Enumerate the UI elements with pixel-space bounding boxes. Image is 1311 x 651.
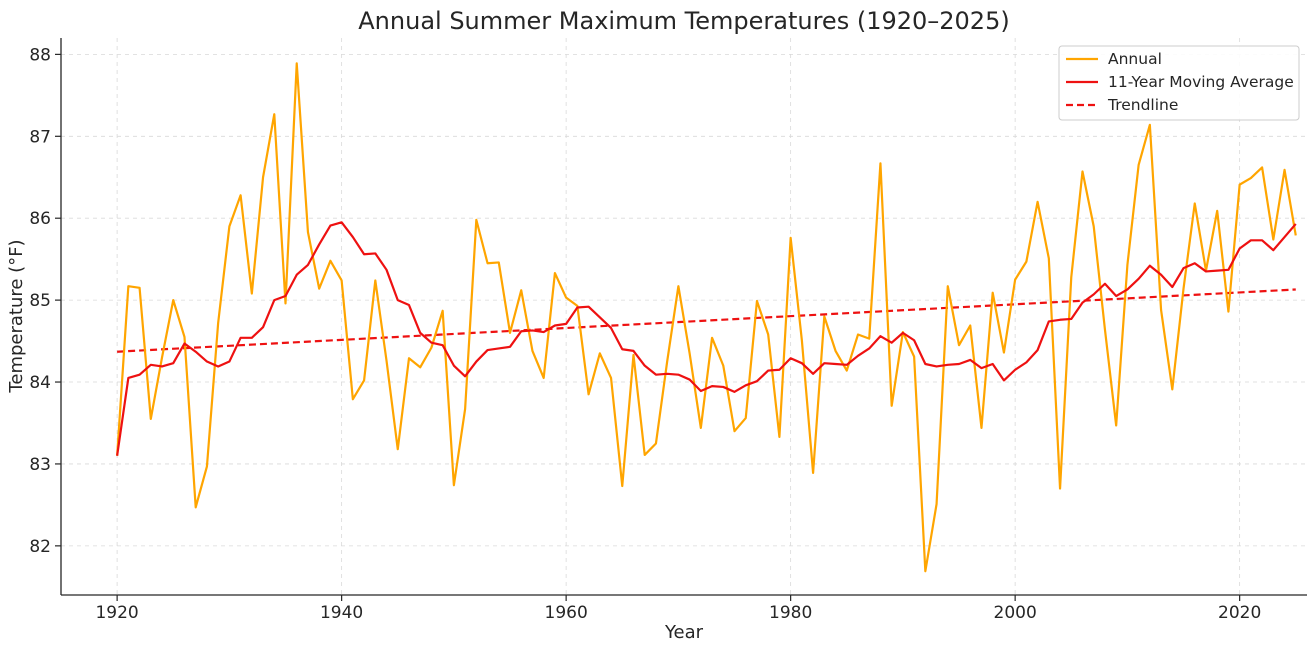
x-axis-label: Year <box>664 622 704 643</box>
y-tick-label: 88 <box>29 45 51 65</box>
trendline-series-line <box>117 288 1296 353</box>
y-tick-label: 86 <box>29 209 51 229</box>
axes <box>60 38 1307 596</box>
legend-label-annual: Annual <box>1108 50 1162 68</box>
x-ticks: 1920 1940 1960 1980 2000 2020 <box>95 595 1261 623</box>
x-tick-label: 2000 <box>994 603 1037 623</box>
y-tick-label: 84 <box>29 373 51 393</box>
y-axis-label: Temperature (°F) <box>6 239 27 393</box>
legend-label-trendline: Trendline <box>1107 96 1178 114</box>
y-tick-label: 87 <box>29 127 51 147</box>
legend-label-moving-average: 11-Year Moving Average <box>1108 73 1294 91</box>
x-tick-label: 1920 <box>95 603 138 623</box>
annual-series-line <box>116 62 1297 573</box>
legend-box <box>1058 45 1300 121</box>
x-tick-label: 2020 <box>1218 603 1261 623</box>
x-tick-label: 1960 <box>545 603 588 623</box>
moving-average-series-line <box>116 221 1297 456</box>
chart-title: Annual Summer Maximum Temperatures (1920… <box>358 7 1009 35</box>
y-tick-label: 82 <box>29 537 51 557</box>
y-tick-label: 83 <box>29 455 51 475</box>
grid <box>61 38 1307 595</box>
x-tick-label: 1940 <box>320 603 363 623</box>
x-tick-label: 1980 <box>769 603 812 623</box>
series-layer <box>116 62 1297 573</box>
legend: Annual 11-Year Moving Average Trendline <box>1058 45 1300 121</box>
y-ticks: 82 83 84 85 86 87 88 <box>29 45 61 557</box>
y-tick-label: 85 <box>29 291 51 311</box>
